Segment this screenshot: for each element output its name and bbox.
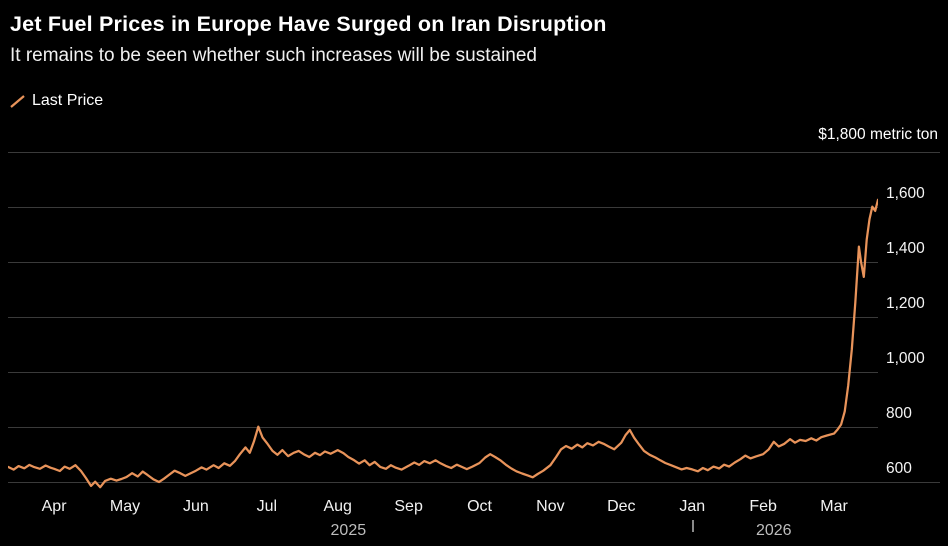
y-tick-label-1000: 1,000 [886,350,925,367]
x-tick-label-jul: Jul [256,498,278,515]
x-tick-label-jun: Jun [182,498,209,515]
gridline-1200 [8,317,878,318]
chart-subtitle: It remains to be seen whether such incre… [10,45,537,66]
price-line-plot [8,198,878,489]
legend-line-swatch-icon [10,94,25,108]
y-tick-label-1600: 1,600 [886,185,925,202]
y-axis-unit-label: $1,800 metric ton [818,126,938,143]
year-label-2026: 2026 [755,522,792,539]
x-tick-label-sep: Sep [394,498,423,515]
gridline-800 [8,427,878,428]
x-tick-label-mar: Mar [820,498,848,515]
last-price-line [8,198,878,489]
year-label-2025: 2025 [330,522,367,539]
gridline-1400 [8,262,878,263]
y-tick-label-600: 600 [886,460,912,477]
x-tick-label-dec: Dec [607,498,636,515]
chart-title: Jet Fuel Prices in Europe Have Surged on… [10,12,607,36]
x-tick-label-nov: Nov [536,498,565,515]
x-tick-label-feb: Feb [749,498,777,515]
year-separator-tick [692,520,694,532]
gridline-1000 [8,372,878,373]
x-tick-label-jan: Jan [679,498,706,515]
y-tick-label-1200: 1,200 [886,295,925,312]
gridline-1800 [8,152,940,153]
x-tick-label-may: May [109,498,141,515]
x-tick-label-aug: Aug [323,498,352,515]
legend: Last Price [10,92,103,110]
legend-label: Last Price [32,92,104,109]
gridline-600 [8,482,940,483]
x-tick-label-oct: Oct [467,498,492,515]
y-tick-label-1400: 1,400 [886,240,925,257]
gridline-1600 [8,207,878,208]
y-tick-label-800: 800 [886,405,912,422]
x-tick-label-apr: Apr [41,498,67,515]
price-chart: $1,800 metric ton 1,600 1,400 1,200 1,000 80… [8,126,940,546]
